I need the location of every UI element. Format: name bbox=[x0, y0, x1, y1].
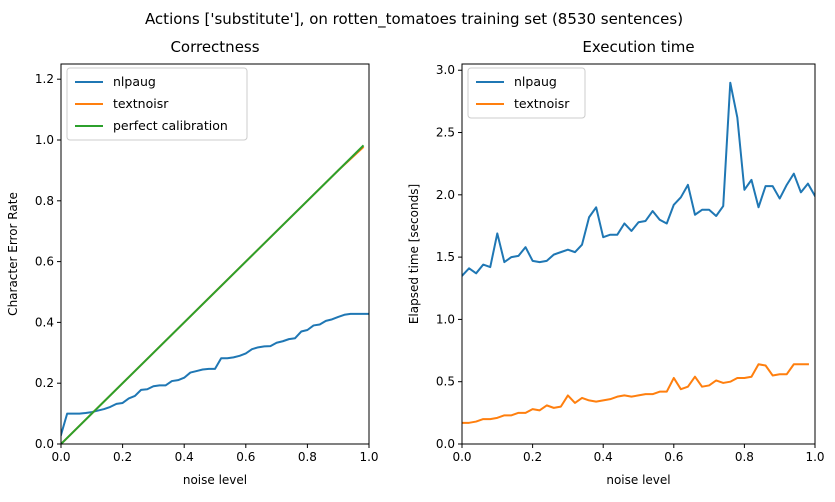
series-line-textnoisr bbox=[462, 363, 809, 424]
chart-1: Correctness 0.0 0.2 0.4 0.6 0.8 1.0 0.0 0.2 0.4 0.… bbox=[6, 38, 379, 487]
x-tick-label: 0.8 bbox=[735, 450, 754, 464]
axes-frame bbox=[60, 63, 370, 445]
x-tick-label: 0.6 bbox=[664, 450, 683, 464]
legend-box bbox=[467, 67, 586, 119]
y-axis-label: Character Error Rate bbox=[6, 192, 20, 316]
y-tick-label: 2.0 bbox=[436, 188, 455, 202]
y-tick-label: 0.5 bbox=[436, 375, 455, 389]
axes-frame bbox=[461, 63, 816, 445]
y-tick-label: 0.0 bbox=[35, 437, 54, 451]
series-line-perfect-calibration bbox=[61, 144, 365, 444]
series-line-nlpaug bbox=[462, 81, 815, 278]
y-tick-label: 3.0 bbox=[436, 63, 455, 77]
x-axis-label: noise level bbox=[606, 473, 670, 487]
x-tick-label: 0.4 bbox=[175, 450, 194, 464]
legend-box bbox=[66, 67, 248, 141]
y-tick-label: 1.0 bbox=[35, 133, 54, 147]
x-tick-label: 0.8 bbox=[298, 450, 317, 464]
x-tick-label: 0.2 bbox=[523, 450, 542, 464]
x-tick-label: 0.0 bbox=[51, 450, 70, 464]
y-axis-label: Elapsed time [seconds] bbox=[407, 184, 421, 324]
legend-label: textnoisr bbox=[113, 96, 169, 111]
chart-title: Execution time bbox=[582, 38, 694, 56]
x-tick-label: 0.0 bbox=[452, 450, 471, 464]
legend-label: nlpaug bbox=[113, 74, 156, 89]
legend-label: textnoisr bbox=[514, 96, 570, 111]
chart-title: Correctness bbox=[170, 38, 259, 56]
series-line-nlpaug bbox=[61, 312, 369, 437]
y-tick-label: 0.8 bbox=[35, 194, 54, 208]
legend-label: nlpaug bbox=[514, 74, 557, 89]
y-tick-label: 2.5 bbox=[436, 126, 455, 140]
x-tick-label: 0.4 bbox=[594, 450, 613, 464]
legend-label: perfect calibration bbox=[113, 118, 228, 133]
x-tick-label: 0.2 bbox=[113, 450, 132, 464]
y-tick-label: 1.5 bbox=[436, 250, 455, 264]
chart-2: Execution time 0.0 0.2 0.4 0.6 0.8 1.0 0.0 0.5 1.… bbox=[407, 38, 825, 487]
x-axis-label: noise level bbox=[183, 473, 247, 487]
y-tick-label: 0.0 bbox=[436, 437, 455, 451]
x-tick-label: 0.6 bbox=[236, 450, 255, 464]
y-tick-label: 1.0 bbox=[436, 312, 455, 326]
figure-title: Actions ['substitute'], on rotten_tomato… bbox=[145, 10, 683, 29]
y-tick-label: 0.2 bbox=[35, 376, 54, 390]
y-tick-label: 0.6 bbox=[35, 255, 54, 269]
x-tick-label: 1.0 bbox=[805, 450, 824, 464]
y-tick-label: 1.2 bbox=[35, 72, 54, 86]
x-tick-label: 1.0 bbox=[359, 450, 378, 464]
plot-area bbox=[462, 81, 815, 424]
plot-area bbox=[61, 144, 369, 444]
y-tick-label: 0.4 bbox=[35, 315, 54, 329]
